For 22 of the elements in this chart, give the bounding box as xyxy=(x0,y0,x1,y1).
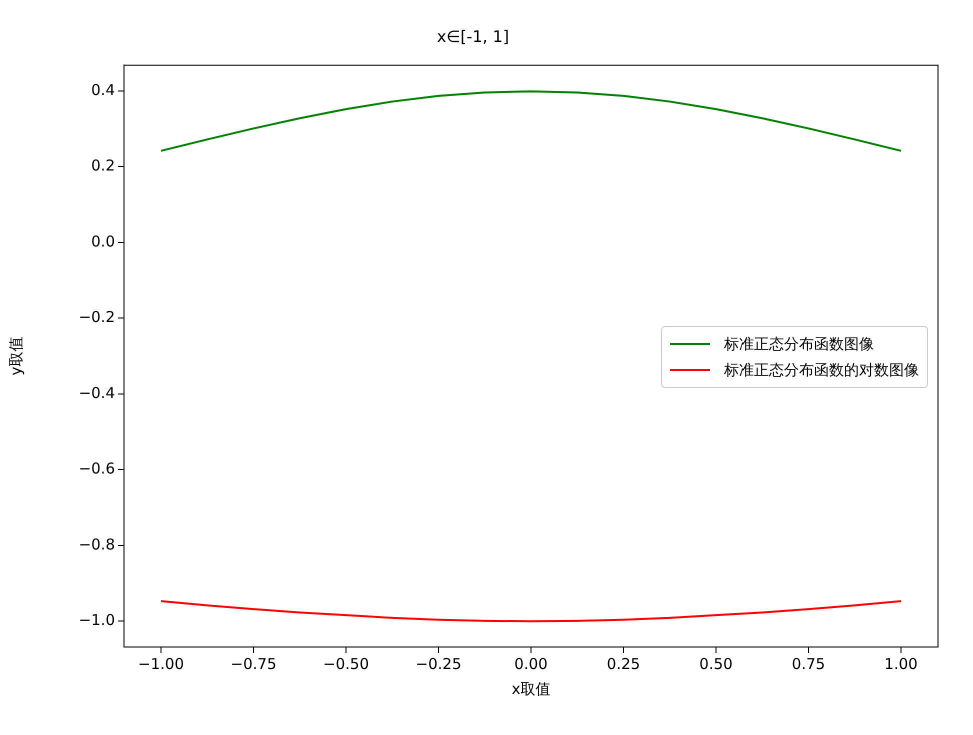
x-tick-label: 0.00 xyxy=(514,654,548,673)
x-tick-label: −0.50 xyxy=(323,654,369,673)
y-tick-label: 0.0 xyxy=(91,232,115,250)
x-tick-label: 0.25 xyxy=(606,654,640,673)
y-tick-label: −0.4 xyxy=(78,384,115,402)
chart-title: x∈[-1, 1] xyxy=(436,26,510,46)
x-tick-label: 0.50 xyxy=(699,654,733,673)
legend-label: 标准正态分布函数的对数图像 xyxy=(724,360,919,380)
legend-label: 标准正态分布函数图像 xyxy=(724,334,874,354)
y-axis-title: y取值 xyxy=(6,336,25,376)
x-axis-title: x取值 xyxy=(512,680,550,698)
x-tick-label: −0.25 xyxy=(416,654,462,673)
x-tick-label: 1.00 xyxy=(884,654,918,673)
y-tick-label: −0.2 xyxy=(78,308,115,326)
x-tick-label: 0.75 xyxy=(792,654,826,673)
y-tick-label: −0.8 xyxy=(78,535,115,554)
y-tick-label: −0.6 xyxy=(78,460,115,478)
y-tick-label: 0.4 xyxy=(91,80,115,99)
y-tick-label: 0.2 xyxy=(91,156,115,175)
x-tick-label: −1.00 xyxy=(138,654,184,673)
y-tick-label: −1.0 xyxy=(78,611,115,630)
x-tick-label: −0.75 xyxy=(230,654,276,673)
